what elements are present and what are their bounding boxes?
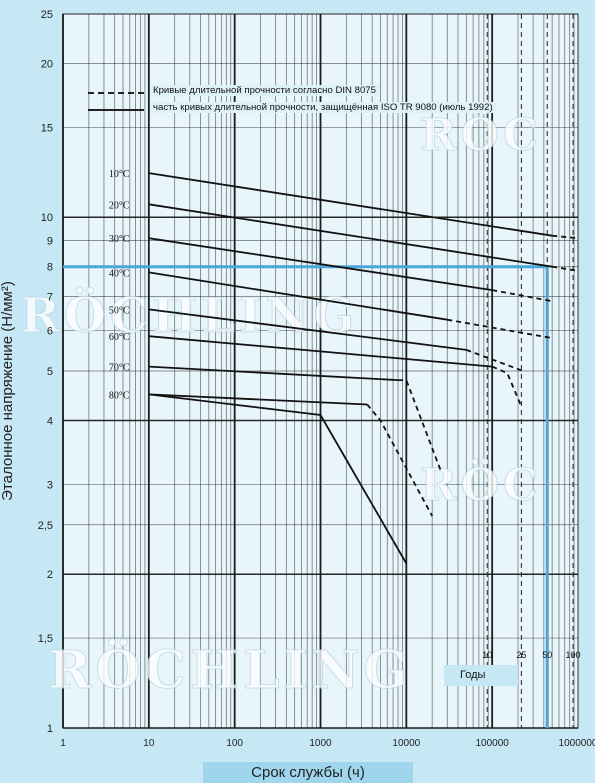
x-tick-label: 10000 bbox=[392, 738, 420, 749]
curve-solid bbox=[148, 393, 408, 564]
legend-dashed-swatch bbox=[88, 92, 144, 94]
y-tick-label: 3 bbox=[47, 479, 53, 491]
curve-solid bbox=[148, 308, 467, 351]
y-tick-label: 9 bbox=[47, 236, 53, 248]
x-tick-label: 1000000 bbox=[559, 738, 595, 749]
curve-solid bbox=[148, 335, 493, 368]
x-tick-label: 1000 bbox=[309, 738, 332, 749]
curve-label: 80°C bbox=[109, 390, 130, 401]
y-tick-label: 1 bbox=[47, 723, 53, 735]
legend-solid-label: часть кривых длительной прочности, защищ… bbox=[150, 102, 496, 113]
curve-label: 40°C bbox=[109, 268, 130, 279]
curve-dashed bbox=[552, 265, 579, 272]
y-tick-label: 15 bbox=[41, 122, 53, 134]
y-tick-label: 7 bbox=[47, 291, 53, 303]
y-tick-label: 5 bbox=[47, 366, 53, 378]
x-tick-label: 1 bbox=[60, 738, 66, 749]
curve-label: 70°C bbox=[109, 363, 130, 374]
x-tick-label: 100 bbox=[226, 738, 243, 749]
curve-label: 30°C bbox=[109, 234, 130, 245]
legend-dashed-label: Кривые длительной прочности согласно DIN… bbox=[150, 85, 379, 96]
x-tick-label: 100000 bbox=[475, 738, 509, 749]
curve-dashed bbox=[492, 289, 553, 303]
curve-solid bbox=[148, 365, 399, 381]
curve-solid bbox=[148, 203, 553, 268]
y-tick-label: 25 bbox=[41, 9, 53, 21]
curve-dashed bbox=[491, 365, 523, 408]
y-tick-label: 1,5 bbox=[38, 633, 53, 645]
curve-solid bbox=[148, 237, 493, 291]
y-tick-label: 4 bbox=[47, 415, 53, 427]
y-tick-label: 2,5 bbox=[38, 520, 53, 532]
curve-solid bbox=[148, 172, 553, 237]
curve-solid bbox=[148, 393, 368, 406]
curve-dashed bbox=[366, 403, 433, 517]
curve-dashed bbox=[398, 379, 442, 471]
curve-dashed bbox=[552, 234, 579, 240]
y-tick-label: 20 bbox=[41, 58, 53, 70]
year-tick-label: 50 bbox=[542, 650, 552, 660]
curve-label: 10°C bbox=[109, 169, 130, 180]
years-label: Годы bbox=[444, 665, 518, 686]
y-tick-label: 10 bbox=[41, 212, 53, 224]
curve-dashed bbox=[465, 349, 524, 372]
year-tick-label: 10 bbox=[482, 650, 492, 660]
x-axis-label: Срок службы (ч) bbox=[203, 762, 413, 783]
y-tick-label: 6 bbox=[47, 326, 53, 338]
x-tick-label: 10 bbox=[143, 738, 155, 749]
curve-label: 60°C bbox=[109, 332, 130, 343]
watermark: RÖC bbox=[420, 107, 542, 161]
year-tick-label: 25 bbox=[516, 650, 526, 660]
curve-solid bbox=[148, 271, 448, 321]
watermark: RÖCHLING bbox=[48, 639, 412, 701]
legend-solid-swatch bbox=[88, 109, 144, 111]
y-axis-label: Эталонное напряжение (Н/мм²) bbox=[0, 281, 16, 501]
y-tick-label: 2 bbox=[47, 569, 53, 581]
y-tick-label: 8 bbox=[47, 262, 53, 274]
curve-label: 50°C bbox=[109, 305, 130, 316]
year-tick-label: 100 bbox=[566, 650, 581, 660]
curve-label: 20°C bbox=[109, 200, 130, 211]
